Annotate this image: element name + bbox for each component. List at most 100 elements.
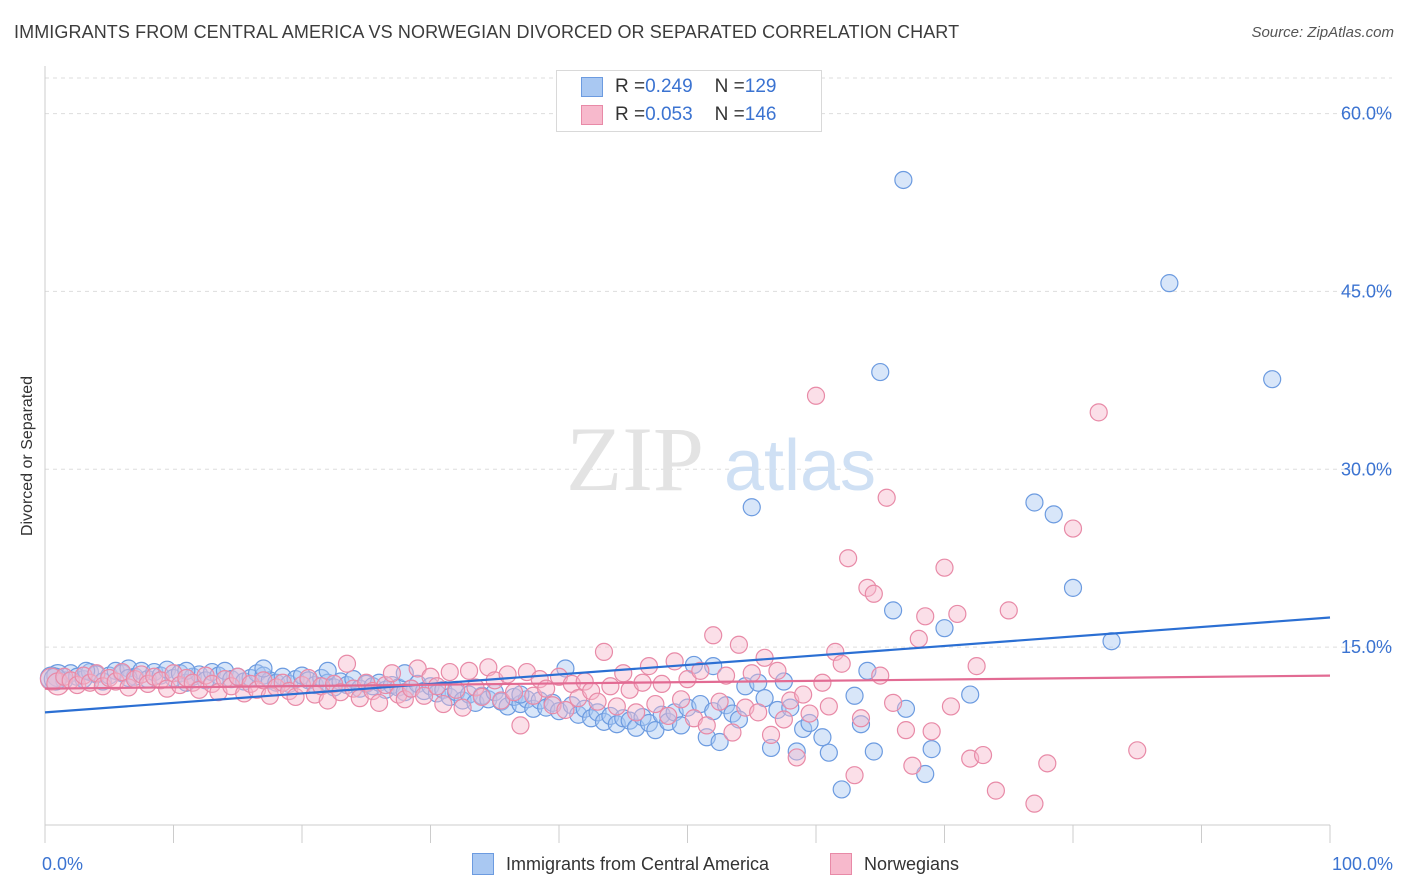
data-point: [607, 697, 626, 716]
data-point: [601, 677, 620, 696]
bottom-legend-swatch-blue: [472, 853, 494, 875]
trend-line-central-america: [44, 616, 1331, 714]
x-tick-label: 0.0%: [42, 854, 83, 874]
data-point: [639, 713, 659, 733]
data-point: [742, 498, 761, 517]
data-point: [1160, 274, 1179, 293]
data-point: [408, 659, 427, 678]
data-point: [427, 677, 447, 696]
data-point: [716, 666, 736, 685]
data-point: [794, 685, 813, 704]
data-point: [395, 690, 414, 709]
data-point: [453, 698, 472, 717]
data-point: [916, 764, 935, 784]
data-point: [646, 694, 665, 714]
data-point: [845, 686, 864, 705]
data-point: [652, 674, 671, 694]
data-point: [729, 635, 749, 654]
trend-lines: [44, 616, 1331, 714]
grid-lines: [45, 77, 1392, 648]
legend-r-value: 0.249: [645, 76, 693, 97]
data-point: [414, 686, 434, 705]
legend-row-norwegians: R = 0.053 N = 146: [581, 103, 776, 127]
bottom-legend-label: Norwegians: [864, 853, 960, 874]
data-point: [659, 706, 678, 726]
data-point: [370, 693, 389, 712]
data-point: [697, 716, 716, 735]
data-point: [498, 665, 517, 684]
data-point: [813, 673, 832, 692]
data-point: [723, 723, 742, 742]
data-point: [948, 604, 967, 624]
data-point: [999, 601, 1018, 620]
data-point: [646, 721, 665, 740]
data-point: [813, 728, 832, 747]
watermark-zip: ZIP: [566, 408, 704, 510]
data-point: [1102, 632, 1121, 651]
data-point: [704, 626, 723, 645]
legend-swatch-pink: [581, 105, 603, 125]
legend-n-value: 129: [744, 76, 777, 97]
data-point: [922, 740, 941, 759]
watermark-atlas: atlas: [724, 426, 876, 506]
data-point: [903, 756, 922, 775]
data-point: [678, 670, 697, 689]
trend-line-norwegians: [44, 674, 1331, 690]
data-point: [556, 700, 575, 720]
legend-r-label: R =: [615, 76, 646, 97]
data-point: [973, 745, 993, 765]
data-point: [1063, 578, 1083, 597]
data-point: [909, 629, 928, 648]
data-point: [749, 703, 768, 722]
data-point: [588, 692, 607, 711]
data-point: [851, 709, 871, 728]
data-point: [1128, 741, 1147, 760]
data-point: [894, 170, 913, 190]
chart-title: IMMIGRANTS FROM CENTRAL AMERICA VS NORWE…: [14, 22, 960, 42]
data-point: [710, 732, 729, 752]
data-point: [851, 715, 871, 734]
data-point: [941, 697, 961, 716]
data-point: [459, 661, 479, 680]
legend-r-value: 0.053: [645, 104, 693, 125]
data-point: [961, 685, 980, 704]
data-point: [691, 661, 710, 680]
bottom-legend-swatch-pink: [830, 853, 852, 875]
data-point: [768, 661, 787, 680]
data-point: [761, 725, 781, 744]
data-point: [883, 693, 903, 712]
data-point: [800, 713, 819, 733]
data-point: [916, 607, 935, 626]
data-point: [883, 601, 903, 620]
data-point: [337, 654, 357, 673]
data-point: [819, 697, 838, 716]
x-tick-label: 100.0%: [1332, 854, 1393, 874]
data-point: [819, 743, 838, 762]
data-point: [896, 721, 916, 740]
data-point: [774, 710, 793, 729]
data-point: [639, 657, 659, 676]
data-point: [1025, 794, 1044, 813]
data-point: [1263, 370, 1282, 389]
data-point: [742, 664, 761, 683]
legend-swatch-blue: [581, 77, 603, 97]
data-point: [594, 642, 614, 661]
data-point: [1025, 493, 1044, 512]
watermark: ZIP atlas: [566, 408, 876, 510]
data-point: [472, 687, 491, 707]
data-point: [434, 694, 453, 714]
data-point: [749, 673, 768, 692]
legend-r-label: R =: [615, 104, 646, 125]
data-point: [492, 691, 511, 710]
data-point: [832, 654, 851, 673]
data-point: [1038, 754, 1057, 773]
bottom-legend-label: Immigrants from Central America: [506, 853, 770, 874]
data-point: [826, 642, 845, 661]
source-label: Source: ZipAtlas.com: [1251, 24, 1394, 41]
data-point: [761, 738, 781, 758]
data-point: [614, 664, 633, 683]
data-point: [1089, 403, 1108, 422]
legend-n-value: 146: [744, 104, 777, 125]
data-point: [806, 386, 826, 405]
